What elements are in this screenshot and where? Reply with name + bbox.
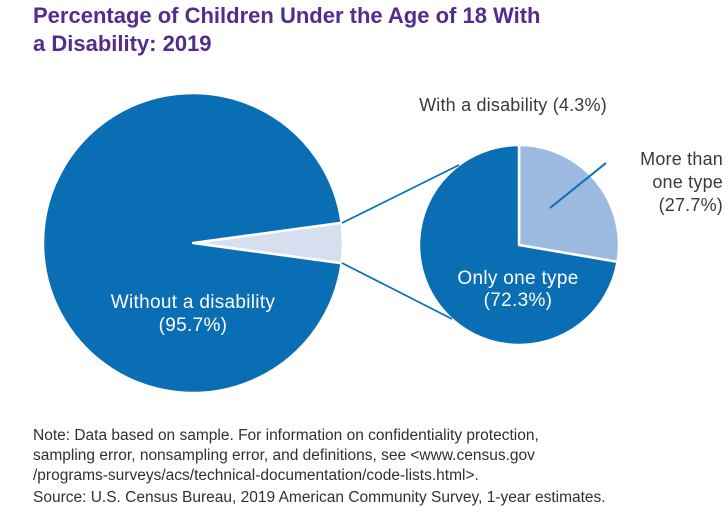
secondary-pie-title: With a disability (4.3%) [419,95,607,115]
label-more-than-one-type-line2: one type [652,172,723,192]
secondary-pie [417,143,621,347]
label-more-than-one-type-line3: (27.7%) [658,195,723,215]
slice-without-a-disability [41,91,343,395]
note-line2: sampling error, nonsampling error, and d… [33,447,535,464]
label-more-than-one-type-line1: More than [640,149,723,169]
label-without-a-disability-line2: (95.7%) [158,315,228,336]
callout-line-bottom [341,262,453,320]
note-line1: Note: Data based on sample. For informat… [33,427,539,444]
label-without-a-disability: Without a disability (95.7%) [43,291,343,337]
slice-more-than-one-type [517,143,621,264]
chart-title-line2: a Disability: 2019 [33,31,212,56]
label-only-one-type-line2: (72.3%) [483,290,553,311]
label-only-one-type: Only one type (72.3%) [368,268,668,312]
label-only-one-type-line1: Only one type [457,268,579,289]
chart-title: Percentage of Children Under the Age of … [33,2,541,58]
label-without-a-disability-line1: Without a disability [110,292,276,313]
chart-title-line1: Percentage of Children Under the Age of … [33,3,541,28]
source-text: Source: U.S. Census Bureau, 2019 America… [33,489,606,506]
callout-line-top [341,164,460,224]
label-more-than-one-type: More than one type (27.7%) [553,148,723,217]
note-text: Note: Data based on sample. For informat… [33,426,713,486]
note-line3: /programs-surveys/acs/technical-document… [33,467,479,484]
leader-line-more-than-one-type [549,162,607,209]
main-pie [41,91,345,395]
